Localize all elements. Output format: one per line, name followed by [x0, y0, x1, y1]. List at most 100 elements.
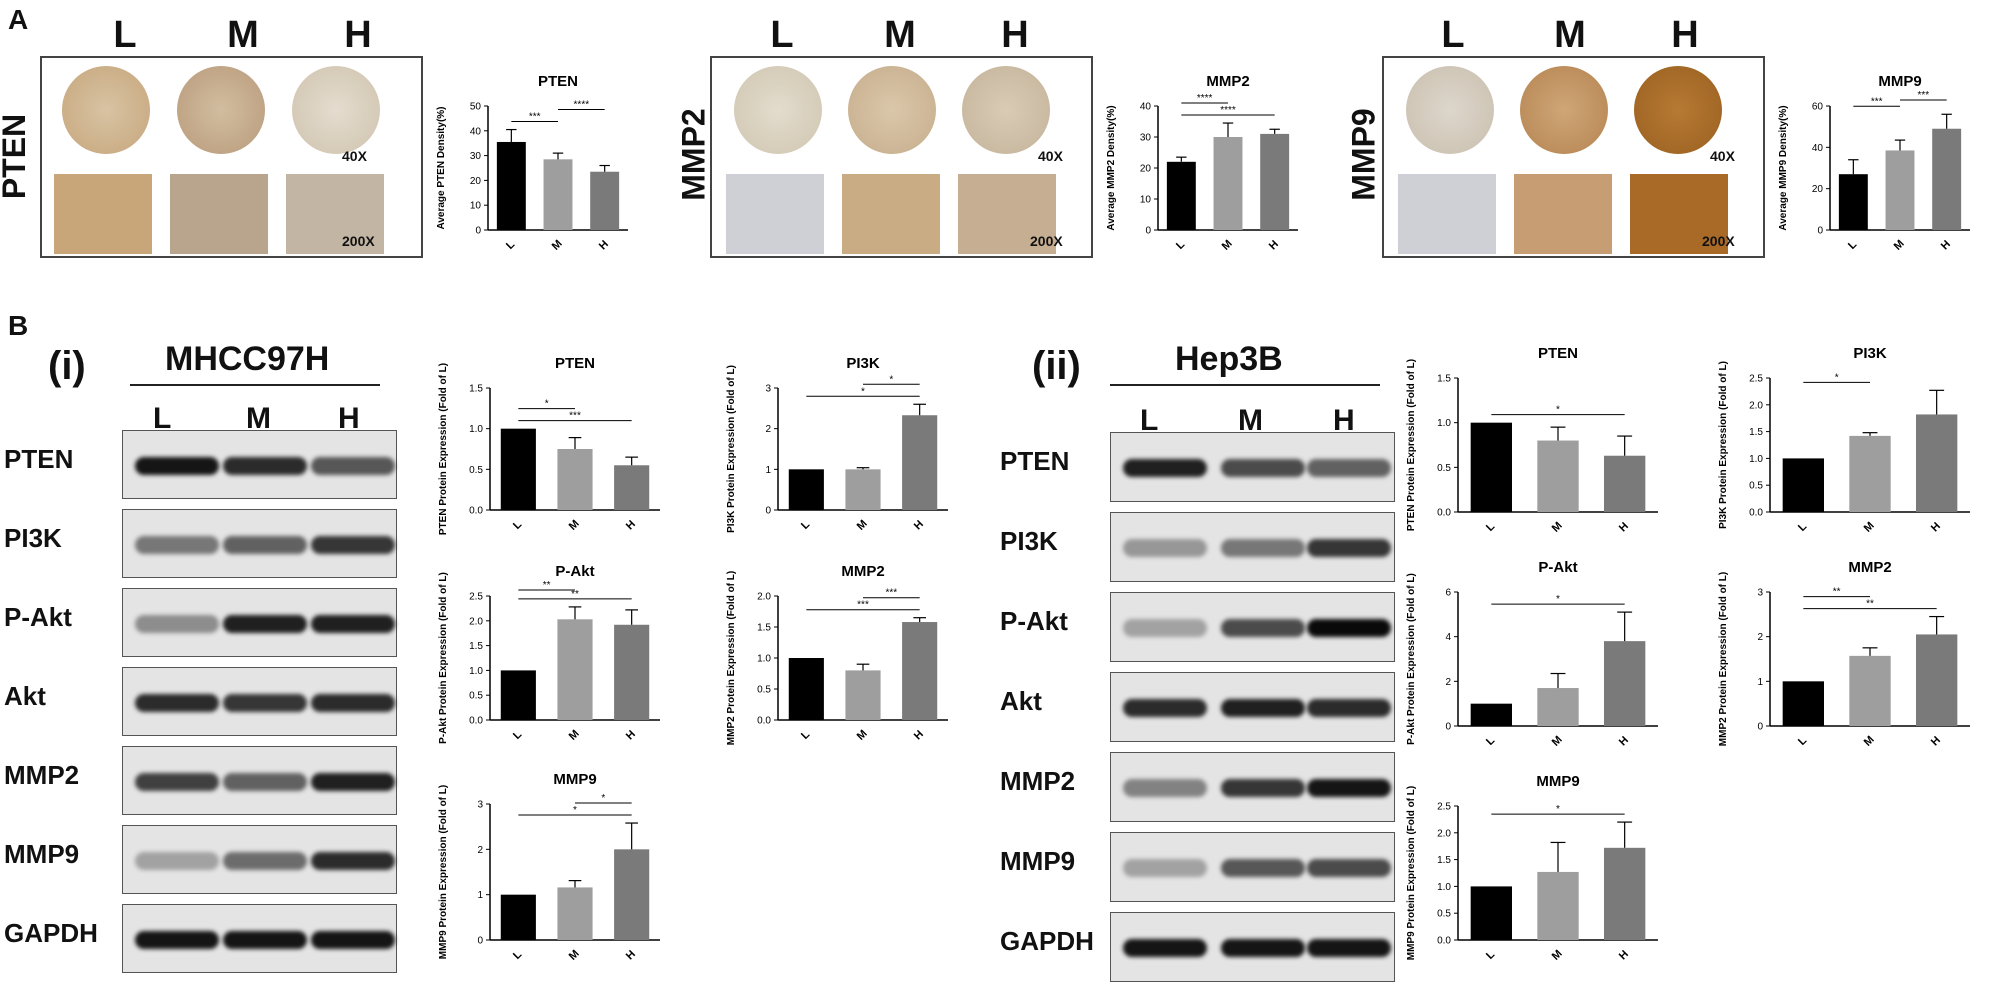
- marker-label: MMP9: [1345, 108, 1382, 201]
- y-axis-label: Average PTEN Density(%): [436, 107, 447, 230]
- tissue-core-m: [848, 66, 936, 154]
- x-tick-label: L: [511, 948, 524, 961]
- x-tick-label: H: [1617, 734, 1631, 748]
- tissue-core-h: [962, 66, 1050, 154]
- title-underline: [130, 384, 380, 386]
- protein-band: [223, 851, 307, 870]
- bar-l: [496, 141, 526, 230]
- chart-title: MMP2: [1848, 559, 1891, 576]
- y-tick-label: 20: [1812, 184, 1824, 195]
- y-tick-label: 10: [1140, 195, 1152, 206]
- y-tick-label: 1.0: [469, 666, 483, 677]
- bar-l: [1838, 174, 1868, 230]
- protein-band: [135, 693, 219, 712]
- x-tick-label: L: [504, 238, 517, 251]
- x-tick-label: M: [1892, 238, 1907, 253]
- marker-label: MMP2: [675, 108, 712, 201]
- significance-label: **: [571, 589, 579, 600]
- y-tick-label: 40: [1812, 143, 1824, 154]
- bar-l: [1782, 681, 1824, 726]
- y-tick-label: 0: [1445, 722, 1451, 733]
- blot-row-label: PTEN: [4, 444, 74, 474]
- bar-chart-bi-pakt: P-Akt P-Akt Protein Expression (Fold of L…: [438, 563, 660, 744]
- bar-m: [1537, 871, 1579, 940]
- lane-label-m: M: [1238, 404, 1263, 437]
- protein-band: [1123, 539, 1207, 557]
- protein-band: [1221, 859, 1305, 877]
- significance-label: ****: [1220, 105, 1236, 116]
- bar-h: [902, 415, 938, 510]
- tissue-core-h: [1634, 66, 1722, 154]
- y-tick-label: 3: [1757, 588, 1763, 599]
- bar-l: [500, 670, 536, 720]
- y-tick-label: 2.5: [1437, 802, 1451, 813]
- blot-image: [1110, 592, 1395, 662]
- y-tick-label: 1.5: [469, 641, 483, 652]
- x-tick-label: H: [912, 518, 926, 532]
- y-axis-label: PTEN Protein Expression (Fold of L): [438, 363, 449, 535]
- y-axis-label: PI3K Protein Expression (Fold of L): [726, 365, 737, 533]
- y-axis-label: MMP9 Protein Expression (Fold of L): [438, 785, 449, 959]
- subpanel-i-label: (i): [48, 344, 86, 388]
- bar-m: [845, 670, 881, 720]
- significance-label: ***: [569, 411, 581, 422]
- chart-title: P-Akt: [555, 563, 594, 580]
- y-tick-label: 4: [1445, 632, 1451, 643]
- bar-chart-a-pten: PTEN Average PTEN Density(%) 0 10 20 30 40 50 L M…: [436, 73, 628, 253]
- protein-band: [311, 614, 395, 633]
- y-tick-label: 20: [1140, 164, 1152, 175]
- bar-m: [543, 159, 573, 230]
- x-tick-label: M: [855, 728, 870, 743]
- lane-label-h: H: [1333, 404, 1355, 437]
- x-tick-label: H: [597, 238, 611, 252]
- protein-band: [1307, 459, 1391, 477]
- y-axis-label: P-Akt Protein Expression (Fold of L): [438, 572, 449, 744]
- zoom-image-l: [1398, 174, 1496, 254]
- protein-band: [135, 456, 219, 475]
- x-tick-label: M: [1220, 238, 1235, 253]
- y-tick-label: 0.5: [1437, 909, 1451, 920]
- y-tick-label: 0: [1817, 226, 1823, 237]
- x-tick-label: M: [567, 518, 582, 533]
- chart-title: MMP2: [841, 563, 884, 580]
- protein-band: [1123, 699, 1207, 717]
- bar-m: [557, 887, 593, 940]
- x-tick-label: L: [799, 728, 812, 741]
- zoom-image-m: [170, 174, 268, 254]
- significance-label: *: [889, 374, 893, 385]
- mag-40x: 40X: [1038, 148, 1063, 164]
- chart-title: MMP2: [1206, 73, 1249, 90]
- y-tick-label: 1.0: [1749, 454, 1763, 465]
- bar-chart-bii-pakt: P-Akt P-Akt Protein Expression (Fold of L…: [1406, 559, 1658, 749]
- y-axis-label: MMP9 Protein Expression (Fold of L): [1406, 786, 1417, 960]
- blot-row-label: PI3K: [4, 523, 62, 553]
- significance-label: *: [601, 793, 605, 804]
- y-axis-label: Average MMP9 Density(%): [1778, 105, 1789, 230]
- blot-image: [122, 430, 397, 499]
- significance-label: **: [1833, 587, 1841, 598]
- bar-chart-bii-mmp9: MMP9 MMP9 Protein Expression (Fold of L) 0…: [1406, 773, 1658, 963]
- y-tick-label: 40: [470, 126, 482, 137]
- bar-h: [614, 465, 650, 510]
- bar-h: [590, 171, 620, 230]
- bar-m: [557, 619, 593, 720]
- protein-band: [1123, 459, 1207, 477]
- zoom-image-m: [1514, 174, 1612, 254]
- y-tick-label: 2.5: [1749, 374, 1763, 385]
- bar-m: [1213, 137, 1243, 230]
- col-header-l: L: [1441, 14, 1465, 56]
- x-tick-label: L: [1484, 948, 1497, 961]
- y-tick-label: 10: [470, 201, 482, 212]
- y-tick-label: 2: [765, 424, 771, 435]
- x-tick-label: H: [1617, 948, 1631, 962]
- x-tick-label: L: [1484, 520, 1497, 533]
- significance-label: ***: [1917, 90, 1929, 101]
- y-tick-label: 0.5: [757, 685, 771, 696]
- blot-row-label: MMP2: [1000, 766, 1076, 796]
- x-tick-label: L: [1846, 238, 1859, 251]
- bar-h: [1916, 414, 1958, 512]
- y-tick-label: 30: [1140, 133, 1152, 144]
- blot-image: [122, 746, 397, 815]
- chart-title: PTEN: [555, 355, 595, 372]
- y-tick-label: 1.0: [469, 424, 483, 435]
